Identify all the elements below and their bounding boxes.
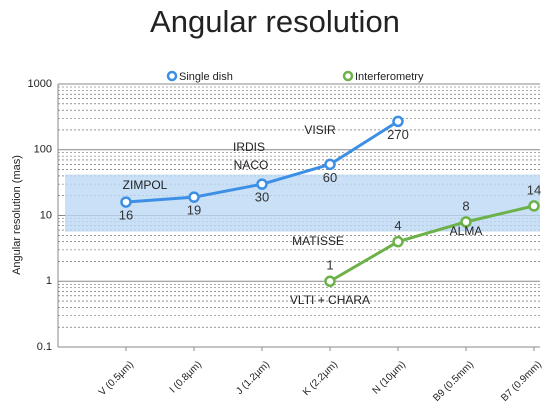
point	[460, 216, 472, 228]
y-axis-label: Angular resolution (mas)	[11, 155, 23, 275]
chart-title: Angular resolution	[150, 4, 400, 39]
annotation: ALMA	[450, 224, 483, 238]
data-label: 30	[255, 190, 269, 205]
y-tick-label: 0.1	[37, 341, 52, 353]
legend-marker	[166, 70, 178, 82]
point	[392, 235, 404, 248]
data-label: 60	[323, 170, 337, 185]
x-tick-label: V (0.5µm)	[97, 359, 136, 398]
point	[392, 115, 404, 128]
annotation: IRDIS	[233, 140, 265, 154]
point	[528, 200, 540, 212]
data-label: 4	[394, 218, 401, 233]
y-tick-label: 1	[46, 275, 52, 287]
series-line	[329, 204, 535, 283]
data-label: 19	[187, 203, 201, 218]
data-label: 8	[462, 198, 469, 213]
annotation: NACO	[234, 158, 269, 172]
data-label: 270	[387, 127, 409, 142]
annotation: MATISSE	[292, 234, 344, 248]
x-tick-label: B9 (0.5mm)	[431, 359, 476, 404]
data-label: 1	[326, 258, 333, 273]
legend-marker	[342, 70, 354, 82]
legend-label: Interferometry	[355, 71, 424, 83]
annotation: VISIR	[304, 123, 336, 137]
annotation: VLTI + CHARA	[290, 293, 370, 307]
legend-label: Single dish	[179, 71, 233, 83]
y-tick-label: 100	[34, 144, 52, 156]
x-tick-label: J (1.2µm)	[234, 359, 272, 397]
point	[324, 158, 336, 171]
point	[120, 196, 132, 208]
x-tick-label: K (2.2µm)	[301, 359, 340, 398]
point	[324, 275, 336, 287]
x-tick-label: B7 (0.9mm)	[499, 359, 544, 404]
data-label: 14	[527, 182, 541, 197]
data-label: 16	[119, 208, 133, 223]
point	[256, 178, 268, 190]
point	[188, 191, 200, 203]
x-tick-label: N (10µm)	[371, 359, 408, 396]
annotation: ZIMPOL	[123, 178, 168, 192]
y-tick-label: 10	[40, 209, 52, 221]
x-tick-label: I (0.8µm)	[168, 359, 204, 395]
y-tick-label: 1000	[28, 78, 52, 90]
